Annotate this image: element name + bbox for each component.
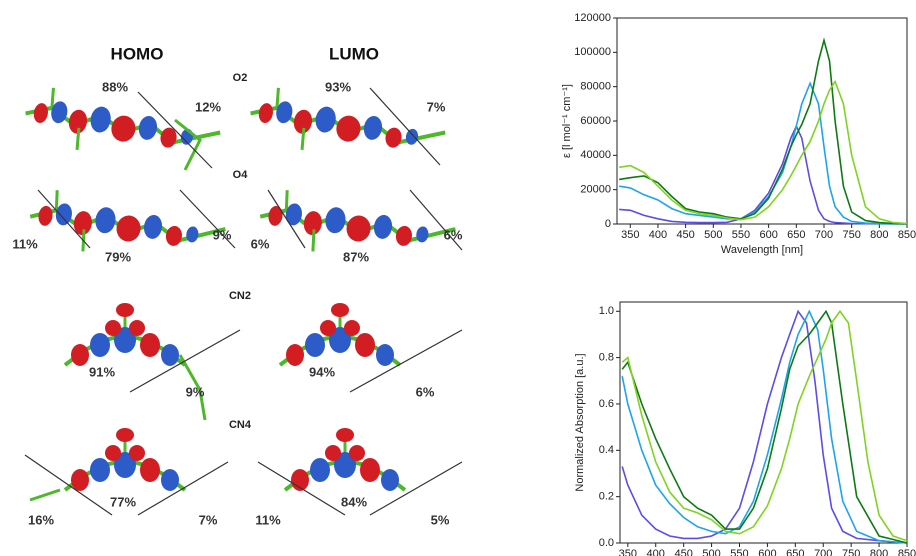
percent: 93%: [325, 79, 351, 94]
percent: 6%: [416, 384, 435, 399]
y-tick-label: 20000: [580, 184, 611, 196]
line-series: [621, 309, 908, 544]
percent: 12%: [195, 99, 221, 114]
x-tick-label: 550: [732, 229, 750, 241]
x-tick-label: 400: [647, 548, 665, 556]
x-tick-label: 500: [704, 229, 722, 241]
x-tick-label: 600: [758, 548, 776, 556]
percent: 7%: [199, 512, 218, 527]
x-tick-label: 700: [815, 229, 833, 241]
y-tick-label: 0: [605, 218, 611, 230]
x-tick-label: 850: [898, 548, 916, 556]
percent: 7%: [427, 99, 446, 114]
percent: 88%: [102, 79, 128, 94]
percent: 16%: [28, 512, 54, 527]
y-tick-label: 0.2: [599, 491, 614, 503]
y-tick-label: 120000: [574, 12, 611, 24]
line-series: [621, 309, 908, 544]
y-tick-label: 60000: [580, 115, 611, 127]
x-tick-label: 800: [870, 548, 888, 556]
header: HOMO: [111, 44, 164, 63]
x-tick-label: 800: [870, 229, 888, 241]
line-series: [619, 124, 907, 225]
y-tick-label: 0.4: [599, 444, 614, 456]
percent: 91%: [89, 364, 115, 379]
percent: 84%: [341, 494, 367, 509]
percent: 6%: [444, 227, 463, 242]
percent: 87%: [343, 249, 369, 264]
line-series: [619, 79, 908, 225]
line-series: [619, 37, 908, 225]
plot-frame: [616, 17, 908, 225]
molecule-name: O2: [233, 72, 248, 84]
y-tick-label: 40000: [580, 149, 611, 161]
plot-frame: [619, 301, 908, 544]
x-tick-label: 500: [702, 548, 720, 556]
percent: 11%: [255, 512, 281, 527]
x-tick-label: 350: [621, 229, 639, 241]
x-tick-label: 700: [814, 548, 832, 556]
header: LUMO: [329, 44, 379, 63]
x-tick-label: 750: [842, 229, 860, 241]
percent: 5%: [431, 512, 450, 527]
percent: 11%: [12, 236, 38, 251]
x-tick-label: 350: [619, 548, 637, 556]
y-tick-label: 0.0: [599, 537, 614, 549]
y-tick-label: 100000: [574, 46, 611, 58]
percent: 9%: [186, 384, 205, 399]
y-tick-label: 0.6: [599, 398, 614, 410]
x-tick-label: 600: [759, 229, 777, 241]
x-tick-label: 450: [674, 548, 692, 556]
x-tick-label: 400: [649, 229, 667, 241]
molecule-name: CN4: [229, 419, 252, 431]
percent: 6%: [251, 236, 270, 251]
x-tick-label: 750: [842, 548, 860, 556]
line-series: [621, 309, 908, 544]
percent: 9%: [213, 227, 232, 242]
y-axis-label: Normalized Absorption [a.u.]: [574, 353, 586, 491]
x-tick-label: 550: [730, 548, 748, 556]
x-tick-label: 650: [787, 229, 805, 241]
percent: 94%: [309, 364, 335, 379]
x-tick-label: 450: [676, 229, 694, 241]
y-tick-label: 80000: [580, 81, 611, 93]
line-series: [621, 309, 908, 542]
orbital-pictures: [18, 81, 463, 516]
molecule-name: O4: [233, 169, 249, 181]
y-tick-label: 0.8: [599, 352, 614, 364]
x-tick-label: 650: [786, 548, 804, 556]
y-tick-label: 1.0: [599, 305, 614, 317]
molecule-name: CN2: [229, 290, 251, 302]
percent: 79%: [105, 249, 131, 264]
x-axis-label: Wavelength [nm]: [721, 244, 803, 256]
percent: 77%: [110, 494, 136, 509]
x-tick-label: 850: [898, 229, 916, 241]
y-axis-label: ε [l mol⁻¹ cm⁻¹]: [561, 84, 573, 158]
